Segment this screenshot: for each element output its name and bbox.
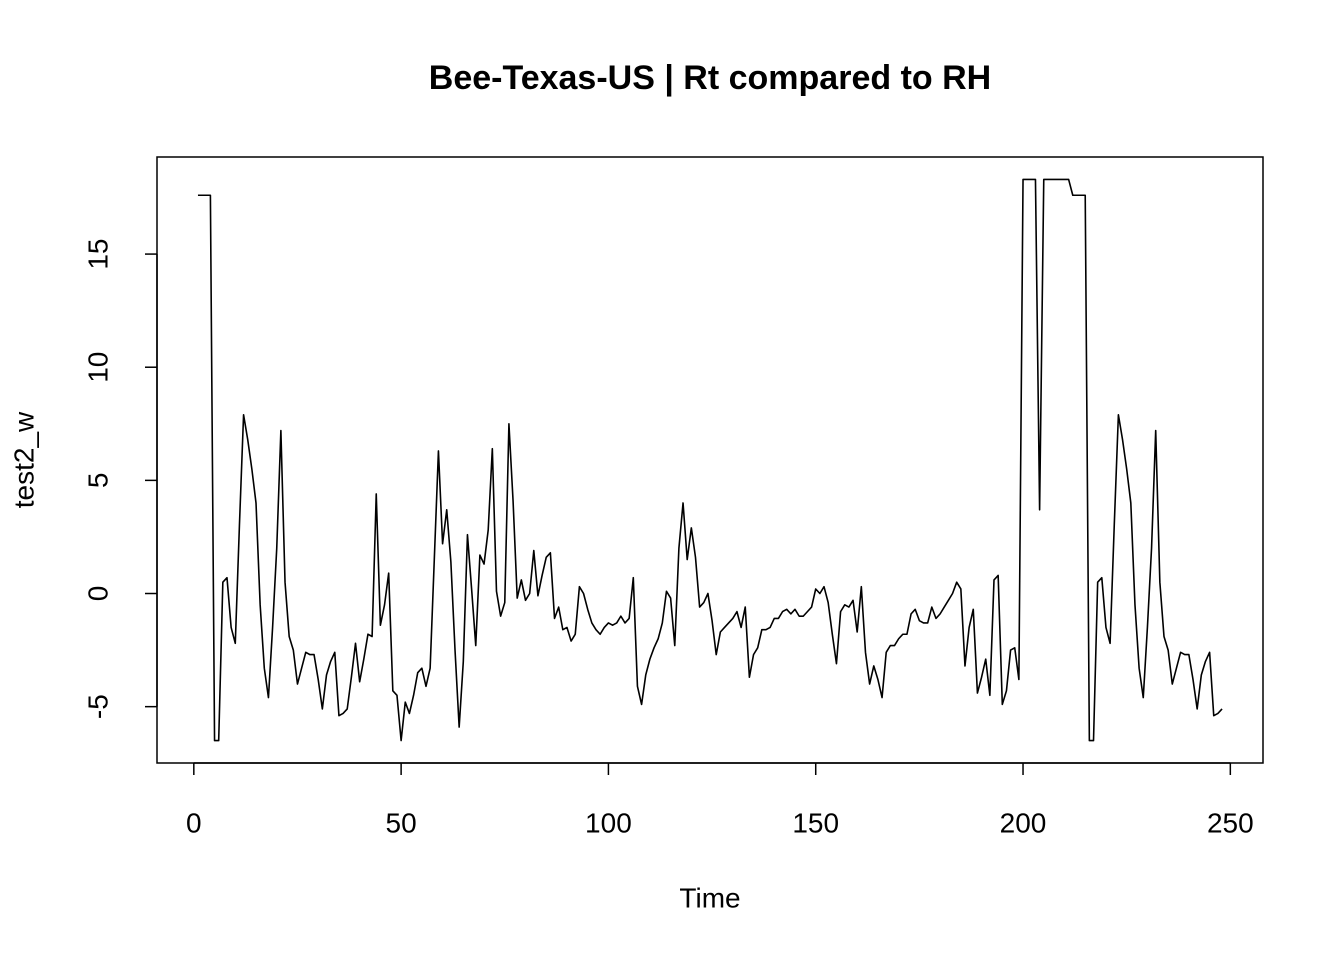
x-tick-label: 150: [792, 807, 839, 838]
y-axis-label: test2_w: [8, 411, 39, 508]
y-tick-label: -5: [82, 694, 113, 719]
y-tick-label: 15: [82, 238, 113, 269]
x-axis-label: Time: [679, 882, 740, 913]
y-tick-label: 0: [82, 586, 113, 602]
chart-title: Bee-Texas-US | Rt compared to RH: [429, 59, 991, 97]
y-tick-label: 10: [82, 352, 113, 383]
series-line: [197, 178, 1223, 742]
y-tick-label: 5: [82, 473, 113, 489]
x-tick-label: 0: [186, 807, 202, 838]
x-tick-label: 50: [386, 807, 417, 838]
x-tick-label: 200: [1000, 807, 1047, 838]
x-tick-label: 100: [585, 807, 632, 838]
x-tick-label: 250: [1207, 807, 1254, 838]
